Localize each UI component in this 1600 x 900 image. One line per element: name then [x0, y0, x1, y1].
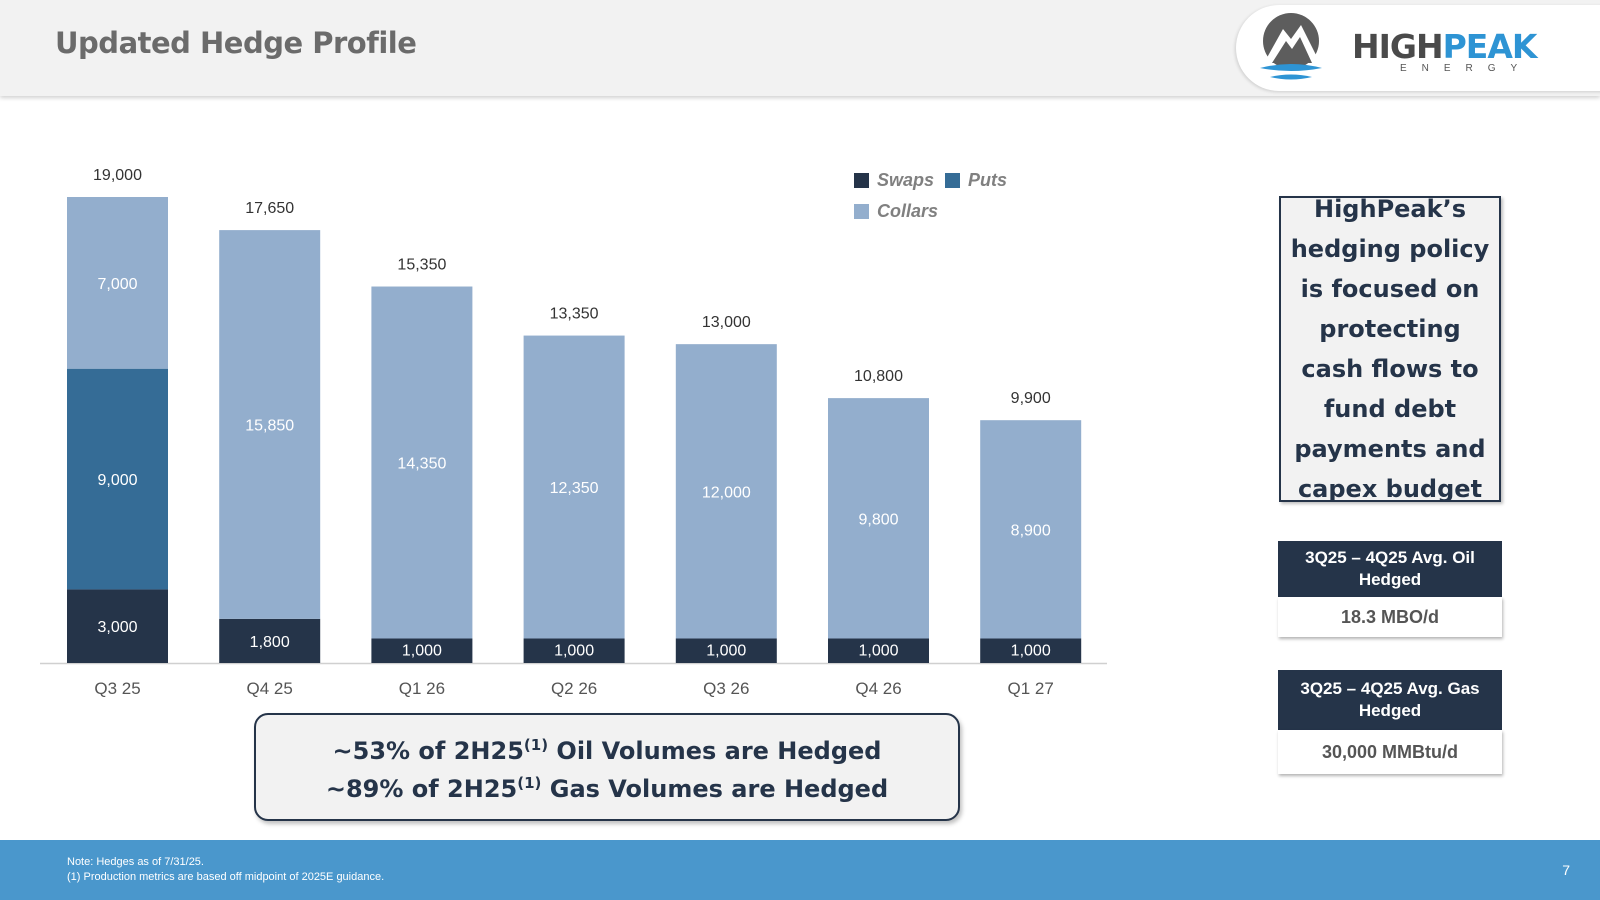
bar-segment-collars	[219, 230, 321, 619]
legend-swatch-swaps	[854, 173, 869, 188]
x-tick-label: Q3 26	[703, 679, 749, 698]
legend-label-collars: Collars	[877, 201, 938, 221]
x-tick-label: Q2 26	[551, 679, 597, 698]
hedge-bar-chart: 3,000 9,000 7,000 19,000 Q3 25 1,800 15,850 17,…	[40, 167, 1107, 698]
logo-word-peak: PEAK	[1442, 27, 1538, 66]
gas-line-text: ~89% of 2H25	[325, 775, 518, 803]
data-label-collars: 12,350	[550, 480, 599, 497]
legend-label-swaps: Swaps	[877, 170, 934, 190]
bar-segment-swaps	[523, 638, 625, 663]
bar-segment-swaps	[67, 589, 168, 663]
data-label-collars: 9,800	[858, 511, 898, 528]
total-label: 17,650	[245, 200, 294, 217]
data-label-collars: 7,000	[97, 276, 137, 293]
logo-subtitle: ENERGY	[1400, 63, 1533, 74]
bar-segment-swaps	[219, 618, 321, 663]
oil-kpi-label: 3Q25 – 4Q25 Avg. Oil Hedged	[1278, 541, 1502, 597]
company-logo: HIGHPEAK ENERGY	[1236, 5, 1600, 91]
data-label-puts: 9,000	[97, 472, 137, 489]
data-label-swaps: 1,000	[858, 643, 898, 660]
oil-line-footnote: (1)	[523, 736, 549, 754]
legend-swatch-puts	[945, 173, 960, 188]
bar-segment-collars	[675, 344, 777, 639]
gas-line-footnote: (1)	[517, 774, 542, 792]
bar-segment-puts	[67, 368, 168, 590]
logo-wordmark: HIGHPEAK	[1352, 27, 1538, 66]
x-tick-label: Q3 25	[94, 679, 140, 698]
oil-kpi-value: 18.3 MBO/d	[1278, 597, 1502, 637]
bar-segment-collars	[67, 197, 168, 369]
x-tick-label: Q4 26	[855, 679, 901, 698]
data-label-swaps: 1,000	[554, 643, 594, 660]
x-tick-label: Q4 25	[247, 679, 293, 698]
data-label-collars: 15,850	[245, 417, 294, 434]
footnote-production: (1) Production metrics are based off mid…	[67, 871, 385, 883]
x-tick-label: Q1 27	[1008, 679, 1054, 698]
data-label-collars: 14,350	[397, 455, 446, 472]
bar-segment-collars	[980, 420, 1082, 639]
gas-line-text-end: Gas Volumes are Hedged	[541, 775, 889, 803]
data-label-swaps: 1,000	[1011, 643, 1051, 660]
bar-segment-collars	[371, 286, 473, 639]
oil-line-text-end: Oil Volumes are Hedged	[548, 737, 882, 765]
callout-text: HighPeak’s hedging policy is focused on …	[1290, 195, 1490, 503]
data-label-swaps: 1,000	[706, 643, 746, 660]
bar-segment-collars	[828, 398, 929, 639]
oil-hedged-line: ~53% of 2H25(1) Oil Volumes are Hedged	[333, 729, 882, 767]
data-label-swaps: 3,000	[97, 619, 137, 636]
gas-hedged-line: ~89% of 2H25(1) Gas Volumes are Hedged	[326, 767, 888, 805]
logo-word-high: HIGH	[1352, 27, 1444, 66]
page-title: Updated Hedge Profile	[55, 26, 417, 60]
total-label: 13,350	[550, 306, 599, 323]
total-label: 9,900	[1011, 390, 1051, 407]
footnote-hedges: Note: Hedges as of 7/31/25.	[67, 856, 204, 868]
data-label-collars: 12,000	[702, 484, 751, 501]
total-label: 13,000	[702, 314, 751, 331]
slide-footer: Note: Hedges as of 7/31/25. (1) Producti…	[0, 840, 1600, 900]
gas-kpi-label: 3Q25 – 4Q25 Avg. Gas Hedged	[1278, 670, 1502, 730]
mountain-logo-icon	[1260, 13, 1322, 80]
legend-label-puts: Puts	[968, 170, 1007, 190]
hedged-volumes-summary: ~53% of 2H25(1) Oil Volumes are Hedged ~…	[254, 713, 960, 821]
bar-segment-collars	[523, 335, 625, 639]
total-label: 19,000	[93, 167, 142, 184]
hedging-policy-callout: HighPeak’s hedging policy is focused on …	[1279, 195, 1501, 503]
total-label: 10,800	[854, 368, 903, 385]
data-label-swaps: 1,800	[250, 634, 290, 651]
bar-segment-swaps	[371, 638, 473, 663]
total-label: 15,350	[397, 257, 446, 274]
x-tick-label: Q1 26	[399, 679, 445, 698]
bar-segment-swaps	[675, 638, 777, 663]
legend-swatch-collars	[854, 204, 869, 219]
page-number: 7	[1562, 862, 1570, 878]
footnotes: Note: Hedges as of 7/31/25. (1) Producti…	[67, 855, 384, 885]
bar-segment-swaps	[980, 638, 1082, 663]
slide-header: Updated Hedge Profile HIGHPEAK ENERGY	[0, 0, 1600, 96]
data-label-collars: 8,900	[1011, 522, 1051, 539]
data-label-swaps: 1,000	[402, 643, 442, 660]
bar-segment-swaps	[828, 638, 929, 663]
gas-kpi-value: 30,000 MMBtu/d	[1278, 730, 1502, 774]
oil-line-text: ~53% of 2H25	[332, 737, 524, 765]
